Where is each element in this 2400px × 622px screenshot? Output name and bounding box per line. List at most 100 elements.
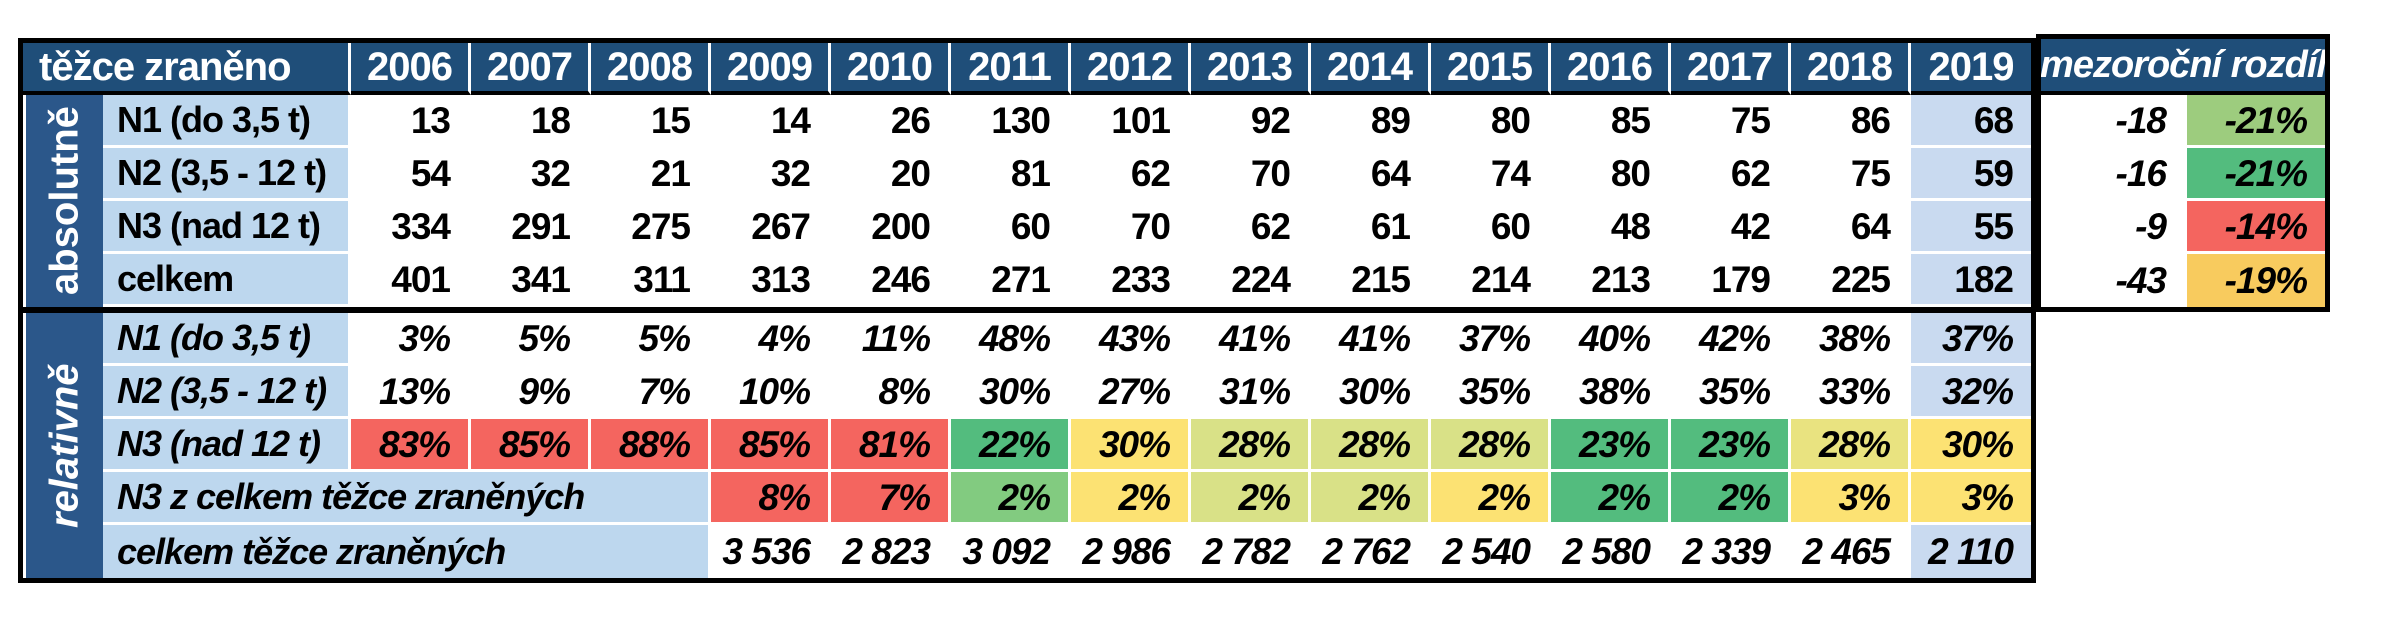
year-header: 2015 — [1431, 43, 1551, 95]
value-cell: 2 540 — [1431, 525, 1551, 578]
value-cell: 35% — [1671, 366, 1791, 419]
value-cell: 2% — [951, 472, 1071, 525]
value-cell: 5% — [471, 313, 591, 366]
value-cell: 28% — [1791, 419, 1911, 472]
value-cell: 74 — [1431, 148, 1551, 201]
value-cell: 2 782 — [1191, 525, 1311, 578]
value-cell: 62 — [1191, 201, 1311, 254]
value-cell: 32 — [471, 148, 591, 201]
value-cell: 182 — [1911, 254, 2031, 307]
value-cell: 42% — [1671, 313, 1791, 366]
value-cell: 83% — [351, 419, 471, 472]
value-cell: 2% — [1311, 472, 1431, 525]
value-cell: 14 — [711, 95, 831, 148]
year-header: 2009 — [711, 43, 831, 95]
value-cell: 85% — [471, 419, 591, 472]
value-cell: 81% — [831, 419, 951, 472]
diff-pct: -14% — [2187, 201, 2325, 254]
value-cell: 30% — [1311, 366, 1431, 419]
diff-value: -9 — [2041, 201, 2187, 254]
value-cell: 246 — [831, 254, 951, 307]
value-cell: 2 580 — [1551, 525, 1671, 578]
value-cell: 68 — [1911, 95, 2031, 148]
value-cell: 75 — [1671, 95, 1791, 148]
value-cell: 401 — [351, 254, 471, 307]
value-cell: 40% — [1551, 313, 1671, 366]
value-cell: 3% — [1911, 472, 2031, 525]
value-cell: 214 — [1431, 254, 1551, 307]
section-label-relative: relativně — [23, 313, 103, 578]
value-cell: 2% — [1191, 472, 1311, 525]
value-cell: 23% — [1551, 419, 1671, 472]
year-header: 2017 — [1671, 43, 1791, 95]
value-cell: 2 986 — [1071, 525, 1191, 578]
value-cell: 2 465 — [1791, 525, 1911, 578]
value-cell: 130 — [951, 95, 1071, 148]
value-cell: 7% — [591, 366, 711, 419]
value-cell: 200 — [831, 201, 951, 254]
value-cell: 275 — [591, 201, 711, 254]
value-cell: 28% — [1431, 419, 1551, 472]
value-cell: 341 — [471, 254, 591, 307]
value-cell: 48% — [951, 313, 1071, 366]
main-table: těžce zraněno absolutně relativně 2006 20… — [18, 38, 2036, 583]
value-cell: 271 — [951, 254, 1071, 307]
year-header: 2016 — [1551, 43, 1671, 95]
row-label: N1 (do 3,5 t) — [103, 313, 351, 366]
value-cell: 3 092 — [951, 525, 1071, 578]
value-cell: 213 — [1551, 254, 1671, 307]
section-divider — [23, 307, 2031, 313]
value-cell: 32 — [711, 148, 831, 201]
value-cell: 28% — [1311, 419, 1431, 472]
value-cell: 233 — [1071, 254, 1191, 307]
value-cell: 32% — [1911, 366, 2031, 419]
value-cell: 88% — [591, 419, 711, 472]
row-label: N2 (3,5 - 12 t) — [103, 148, 351, 201]
value-cell: 59 — [1911, 148, 2031, 201]
value-cell: 2 823 — [831, 525, 951, 578]
value-cell: 42 — [1671, 201, 1791, 254]
year-header: 2011 — [951, 43, 1071, 95]
value-cell: 21 — [591, 148, 711, 201]
value-cell: 60 — [951, 201, 1071, 254]
value-cell: 35% — [1431, 366, 1551, 419]
row-label: celkem těžce zraněných — [103, 525, 711, 578]
year-header: 2013 — [1191, 43, 1311, 95]
value-cell: 20 — [831, 148, 951, 201]
value-cell: 13% — [351, 366, 471, 419]
diff-pct: -19% — [2187, 254, 2325, 307]
diff-value: -18 — [2041, 95, 2187, 148]
yoy-diff-header: mezoroční rozdíl — [2041, 39, 2325, 95]
value-cell: 224 — [1191, 254, 1311, 307]
value-cell: 37% — [1911, 313, 2031, 366]
value-cell: 267 — [711, 201, 831, 254]
value-cell: 48 — [1551, 201, 1671, 254]
value-cell: 8% — [711, 472, 831, 525]
value-cell: 62 — [1071, 148, 1191, 201]
value-cell: 89 — [1311, 95, 1431, 148]
value-cell: 37% — [1431, 313, 1551, 366]
value-cell: 2 110 — [1911, 525, 2031, 578]
value-cell: 11% — [831, 313, 951, 366]
value-cell: 30% — [1911, 419, 2031, 472]
value-cell: 92 — [1191, 95, 1311, 148]
value-cell: 64 — [1791, 201, 1911, 254]
value-cell: 60 — [1431, 201, 1551, 254]
value-cell: 4% — [711, 313, 831, 366]
value-cell: 15 — [591, 95, 711, 148]
year-header: 2008 — [591, 43, 711, 95]
value-cell: 54 — [351, 148, 471, 201]
value-cell: 30% — [1071, 419, 1191, 472]
value-cell: 80 — [1551, 148, 1671, 201]
year-header: 2018 — [1791, 43, 1911, 95]
row-label: N2 (3,5 - 12 t) — [103, 366, 351, 419]
value-cell: 41% — [1311, 313, 1431, 366]
value-cell: 38% — [1791, 313, 1911, 366]
value-cell: 2% — [1551, 472, 1671, 525]
value-cell: 43% — [1071, 313, 1191, 366]
diff-pct: -21% — [2187, 95, 2325, 148]
value-cell: 3% — [1791, 472, 1911, 525]
value-cell: 3 536 — [711, 525, 831, 578]
diff-pct: -21% — [2187, 148, 2325, 201]
